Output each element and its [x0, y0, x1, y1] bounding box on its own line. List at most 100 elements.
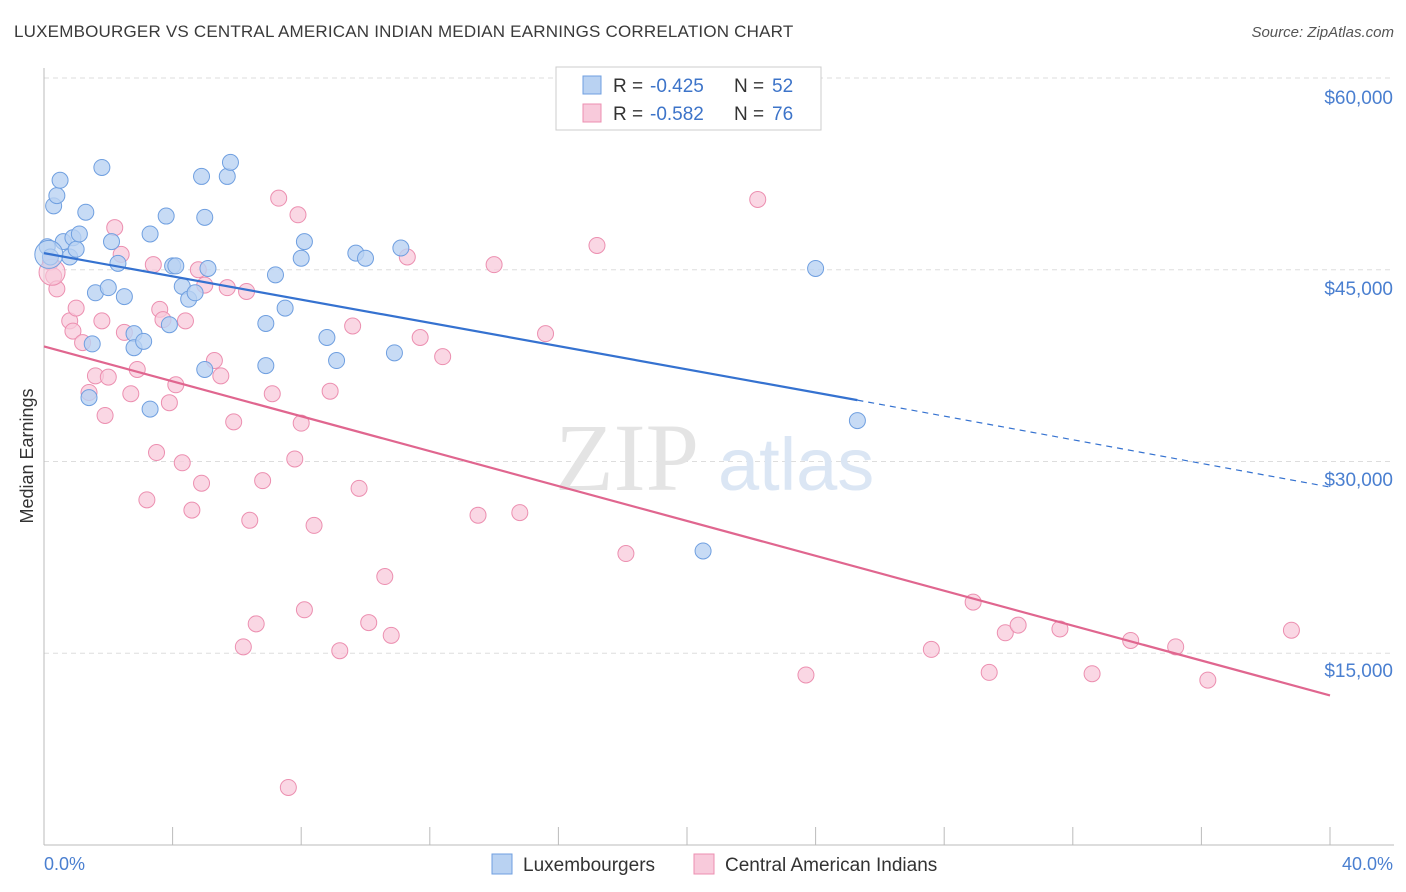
- data-point: [254, 472, 272, 490]
- data-point: [183, 501, 201, 519]
- legend-n-label: N =: [734, 76, 764, 97]
- data-point: [167, 257, 185, 275]
- legend-r-value: -0.582: [650, 104, 704, 125]
- data-point: [588, 236, 606, 254]
- data-point: [193, 167, 211, 185]
- data-point: [141, 400, 159, 418]
- series-luxembourgers: [34, 153, 866, 560]
- y-tick-labels: $60,000 $45,000 $30,000 $15,000: [1324, 88, 1393, 682]
- data-point: [263, 385, 281, 403]
- data-point: [295, 601, 313, 619]
- data-point: [305, 516, 323, 534]
- data-point: [266, 266, 284, 284]
- trend-line-central-american-indians: [43, 345, 1331, 697]
- data-point: [93, 158, 111, 176]
- data-point: [157, 207, 175, 225]
- legend-r-label: R =: [613, 104, 643, 125]
- trend-line-luxembourgers: [43, 252, 858, 402]
- legend-swatch-blue: [582, 75, 602, 95]
- data-point: [109, 254, 127, 272]
- data-point: [176, 312, 194, 330]
- data-point: [469, 506, 487, 524]
- legend-r-label: R =: [613, 76, 643, 97]
- data-point: [1167, 638, 1185, 656]
- data-point: [270, 189, 288, 207]
- data-point: [173, 454, 191, 472]
- data-point: [331, 642, 349, 660]
- data-point: [48, 187, 66, 205]
- data-point: [93, 312, 111, 330]
- watermark-zip: ZIP: [555, 404, 699, 511]
- data-point: [106, 219, 124, 237]
- data-point: [848, 412, 866, 430]
- data-point: [99, 279, 117, 297]
- data-point: [141, 225, 159, 243]
- data-point: [67, 299, 85, 317]
- legend-n-label: N =: [734, 104, 764, 125]
- y-tick-label: $45,000: [1324, 279, 1393, 300]
- data-point: [144, 256, 162, 274]
- trend-line-luxembourgers-extrapolated: [857, 399, 1331, 488]
- data-point: [247, 615, 265, 633]
- data-point: [199, 259, 217, 277]
- x-tick-label-min: 0.0%: [44, 854, 85, 874]
- data-point: [64, 322, 82, 340]
- data-point: [160, 316, 178, 334]
- x-axis-ticks: [43, 827, 1331, 845]
- y-axis-title: Median Earnings: [17, 388, 37, 523]
- data-point: [617, 545, 635, 563]
- data-point: [276, 299, 294, 317]
- data-point: [67, 240, 85, 258]
- data-point: [318, 329, 336, 347]
- legend-n-value: 52: [772, 76, 793, 97]
- data-point: [196, 208, 214, 226]
- data-point: [193, 474, 211, 492]
- data-point: [292, 249, 310, 267]
- data-point: [1282, 621, 1300, 639]
- data-point: [289, 206, 307, 224]
- data-point: [225, 413, 243, 431]
- bottom-legend-swatch-pink: [693, 853, 715, 875]
- data-point: [797, 666, 815, 684]
- series-central-american-indians: [38, 189, 1300, 796]
- data-point: [385, 344, 403, 362]
- data-point: [138, 491, 156, 509]
- data-point: [96, 406, 114, 424]
- correlation-legend: R = -0.425 N = 52 R = -0.582 N = 76: [555, 66, 822, 131]
- data-point: [279, 778, 297, 796]
- data-point: [807, 259, 825, 277]
- data-point: [122, 385, 140, 403]
- gridlines: [44, 77, 1394, 654]
- source-credit: Source: ZipAtlas.com: [1251, 24, 1394, 41]
- data-point: [218, 167, 236, 185]
- data-point: [360, 614, 378, 632]
- watermark: ZIP atlas: [555, 404, 874, 511]
- data-point: [694, 542, 712, 560]
- data-point: [376, 568, 394, 586]
- data-point: [392, 239, 410, 257]
- series-legend: Luxembourgers Central American Indians: [491, 853, 937, 876]
- data-point: [321, 382, 339, 400]
- chart-title: LUXEMBOURGER VS CENTRAL AMERICAN INDIAN …: [14, 22, 794, 41]
- data-point: [922, 640, 940, 658]
- data-point: [1051, 620, 1069, 638]
- data-point: [1199, 671, 1217, 689]
- data-point: [295, 233, 313, 251]
- data-point: [103, 233, 121, 251]
- data-point: [77, 203, 95, 221]
- data-point: [160, 394, 178, 412]
- bottom-legend-label: Luxembourgers: [523, 855, 655, 876]
- data-point: [70, 225, 88, 243]
- data-point: [537, 325, 555, 343]
- data-point: [996, 624, 1014, 642]
- data-point: [257, 357, 275, 375]
- data-point: [357, 249, 374, 267]
- data-point: [196, 360, 214, 378]
- bottom-legend-swatch-blue: [491, 853, 513, 875]
- data-point: [286, 450, 304, 468]
- data-point: [234, 638, 252, 656]
- data-point: [344, 317, 362, 335]
- legend-r-value: -0.425: [650, 76, 704, 97]
- legend-swatch-pink: [582, 103, 602, 123]
